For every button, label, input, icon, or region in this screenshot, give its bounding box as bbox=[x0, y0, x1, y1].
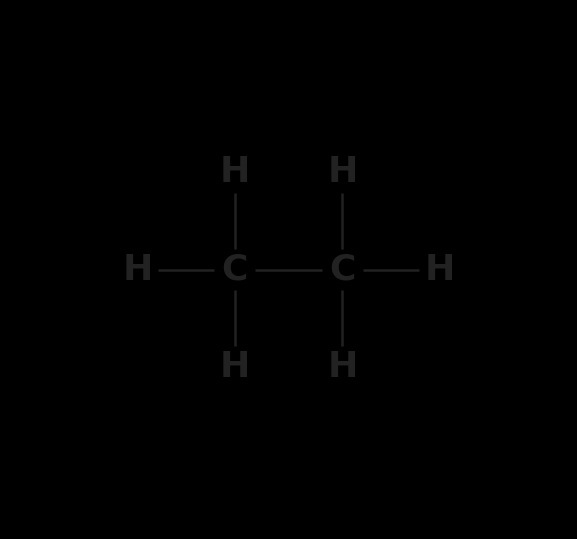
Text: H: H bbox=[219, 155, 250, 190]
Text: H: H bbox=[219, 349, 250, 384]
Text: H: H bbox=[327, 155, 358, 190]
Text: H: H bbox=[424, 252, 455, 287]
Text: C: C bbox=[222, 252, 248, 287]
Text: H: H bbox=[327, 349, 358, 384]
Text: H: H bbox=[122, 252, 153, 287]
Text: C: C bbox=[329, 252, 355, 287]
